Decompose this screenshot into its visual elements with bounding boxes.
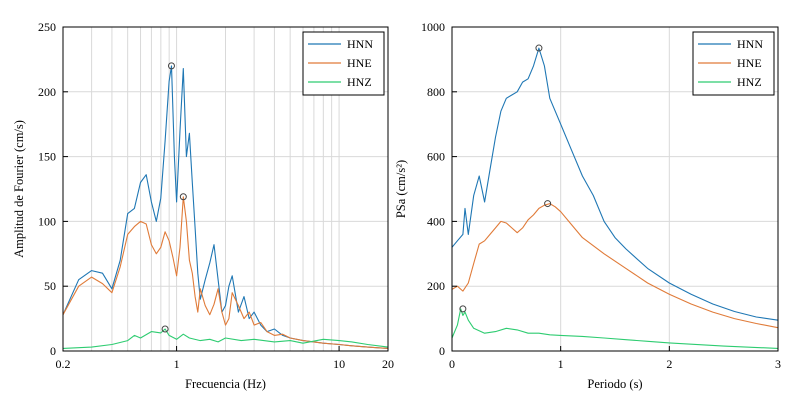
right-legend-label-hnn: HNN [737,37,763,51]
left-legend-label-hnn: HNN [347,37,373,51]
right-x-tick-label-1: 1 [558,357,564,371]
right-plot-frame [451,26,779,352]
left-series-hne-line [62,196,389,349]
right-series-hnz-line [451,308,779,349]
left-series-hnz-line [62,328,389,349]
right-series-hne-line [451,203,779,329]
left-legend-label-hnz: HNZ [347,75,372,89]
right-peak-marker-hne [544,200,552,208]
left-x-tick-label-0: 0.2 [56,357,71,371]
pseudo-acceleration-chart: 0 1 2 3 0 200 400 600 800 1000 Periodo (s) PSa (cm/… [394,20,781,391]
right-y-tick-label-4: 800 [427,85,445,99]
right-x-tick-label-2: 2 [666,357,672,371]
left-y-axis-label: Amplitud de Fourier (cm/s) [12,120,26,258]
right-peak-marker-hnz [459,305,467,313]
left-peak-marker-hnn [167,62,175,70]
left-x-tick-label-1: 1 [174,357,180,371]
left-y-tick-label-4: 200 [38,85,56,99]
right-x-tick-label-0: 0 [449,357,455,371]
left-x-axis-label: Frecuencia (Hz) [185,377,266,391]
left-legend-label-hne: HNE [347,56,372,70]
right-y-tick-label-1: 200 [427,279,445,293]
right-series-hnn-line [451,47,779,321]
right-y-tick-label-0: 0 [439,344,445,358]
right-x-tick-label-3: 3 [775,357,781,371]
left-y-tick-label-3: 150 [38,150,56,164]
left-y-tick-label-2: 100 [38,214,56,228]
left-y-tick-label-1: 50 [44,279,56,293]
left-peak-marker-hne [179,193,187,201]
left-peak-marker-hnz [161,325,169,333]
right-y-tick-label-3: 600 [427,150,445,164]
left-y-tick-label-5: 250 [38,20,56,34]
right-legend: HNN HNE HNZ [692,31,775,96]
right-legend-label-hne: HNE [737,56,762,70]
right-y-axis-label: PSa (cm/s²) [394,160,408,218]
left-x-tick-label-2: 10 [333,357,345,371]
left-legend: HNN HNE HNZ [302,31,385,96]
left-plot-frame [62,26,389,352]
right-legend-label-hnz: HNZ [737,75,762,89]
left-y-tick-label-0: 0 [50,344,56,358]
right-y-tick-label-2: 400 [427,214,445,228]
right-y-tick-label-5: 1000 [421,20,445,34]
left-x-tick-label-3: 20 [382,357,394,371]
right-x-axis-label: Periodo (s) [587,377,642,391]
right-peak-marker-hnn [535,44,543,52]
